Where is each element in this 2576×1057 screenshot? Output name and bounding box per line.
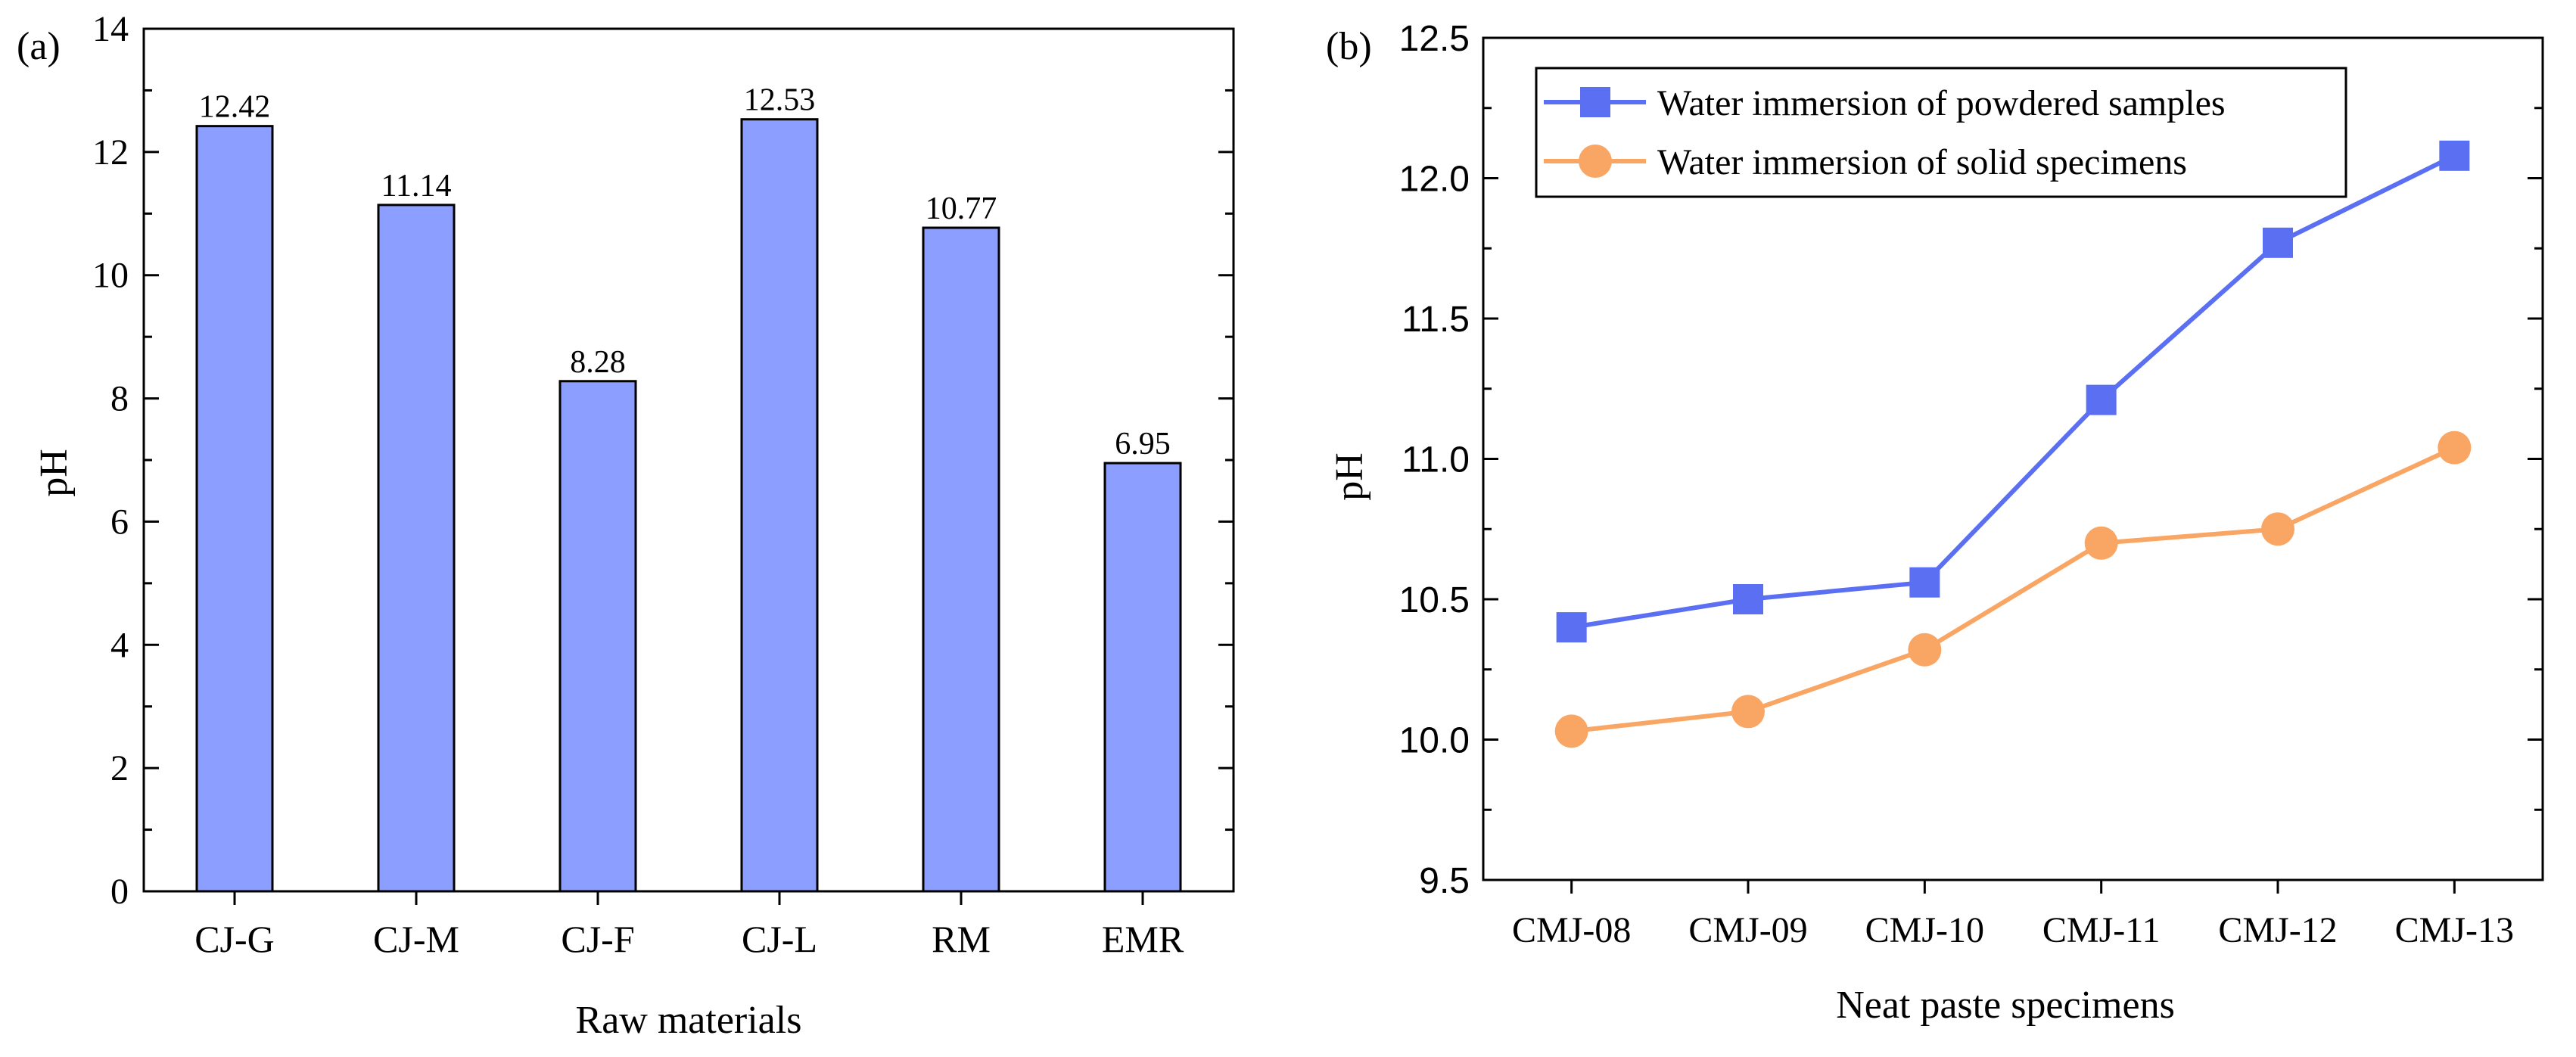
legend-entry-label: Water immersion of solid specimens: [1657, 142, 2187, 182]
y-tick-label: 12.0: [1399, 160, 1470, 200]
x-tick-label: CJ-L: [742, 918, 817, 960]
legend-circle-marker: [1579, 145, 1612, 178]
y-tick-label: 11.5: [1402, 300, 1470, 340]
panel-b-x-axis-title: Neat paste specimens: [1836, 984, 2175, 1027]
series-line-powdered: [1571, 154, 2456, 630]
bar-cj-m: [377, 204, 456, 893]
x-tick-label: CJ-F: [561, 918, 634, 960]
panel-b-y-axis-title: pH: [1328, 452, 1371, 501]
data-point-solid: [1554, 714, 1588, 748]
panel-b-label: (b): [1326, 25, 1372, 68]
data-point-solid: [2438, 431, 2472, 465]
x-tick-label: CJ-G: [194, 918, 275, 960]
legend-entry-label: Water immersion of powdered samples: [1657, 83, 2226, 123]
panel-a-x-axis-title: Raw materials: [576, 999, 802, 1042]
bar-value-label: 11.14: [381, 169, 452, 204]
x-tick-label: CMJ-08: [1512, 910, 1631, 950]
y-tick-label: 0: [110, 872, 129, 912]
data-point-solid: [2084, 526, 2118, 560]
y-tick-label: 10: [92, 256, 129, 296]
data-point-powdered: [1556, 612, 1587, 643]
panel-b-legend: Water immersion of powdered samples Water…: [1535, 67, 2347, 198]
y-tick-label: 10.5: [1399, 580, 1470, 620]
bar-rm: [922, 226, 1000, 893]
panel-a-axes: 0 2 4 6 8 10 12 14 CJ-G CJ-M CJ-F CJ-L RM EMR: [92, 9, 1235, 960]
panel-b-axes: 9.5 10.0 10.5 11.0 11.5 12.0 12.5 CMJ-08 CMJ-09 C…: [1399, 19, 2544, 950]
bar-value-label: 8.28: [570, 345, 626, 380]
bar-value-label: 10.77: [926, 191, 997, 226]
y-tick-label: 2: [110, 748, 129, 788]
panel-a-plot-frame: [142, 27, 1235, 893]
x-tick-label: CMJ-11: [2042, 910, 2161, 950]
panel-a-label: (a): [17, 25, 61, 68]
data-point-powdered: [2439, 140, 2470, 171]
x-tick-label: CJ-M: [373, 918, 459, 960]
bar-cj-g: [195, 125, 274, 893]
data-point-solid: [1908, 633, 1942, 667]
bar-value-label: 12.53: [744, 83, 816, 118]
panel-b-line-chart: (b) 9.5 10.0 10.5 11.0 11.5 12.0 12.5 CMJ-08 CMJ…: [1326, 19, 2544, 1027]
bar-emr: [1103, 462, 1182, 893]
x-tick-label: CMJ-13: [2395, 910, 2514, 950]
x-tick-label: EMR: [1102, 918, 1184, 960]
x-tick-label: CMJ-10: [1865, 910, 1984, 950]
data-point-solid: [2261, 512, 2294, 546]
y-tick-label: 12.5: [1399, 19, 1470, 59]
data-point-powdered: [2263, 227, 2293, 258]
y-tick-label: 11.0: [1402, 440, 1470, 480]
y-tick-label: 10.0: [1399, 721, 1470, 761]
y-tick-label: 8: [110, 379, 129, 419]
bar-value-label: 6.95: [1115, 427, 1171, 462]
y-tick-label: 12: [92, 132, 129, 173]
x-tick-label: RM: [932, 918, 991, 960]
panel-a-y-axis-title: pH: [33, 449, 76, 497]
panel-b-series: [1554, 140, 2472, 748]
panel-a-bars: 12.42 11.14 8.28 12.53 10.77 6.95: [195, 83, 1182, 893]
data-point-powdered: [1733, 584, 1763, 614]
legend-square-marker: [1580, 87, 1610, 117]
series-line-solid: [1571, 445, 2456, 734]
x-tick-label: CMJ-12: [2218, 910, 2337, 950]
panel-a-bar-chart: (a) 12.42 11.14 8.28 12.53 10.77 6.95 0 2 4 6 8 10…: [17, 9, 1235, 1042]
y-tick-label: 4: [110, 625, 129, 665]
bar-cj-l: [740, 118, 819, 893]
x-tick-label: CMJ-09: [1688, 910, 1807, 950]
y-tick-label: 6: [110, 502, 129, 542]
y-tick-label: 9.5: [1419, 861, 1470, 901]
bar-value-label: 12.42: [199, 90, 271, 125]
data-point-powdered: [1909, 567, 1940, 598]
y-tick-label: 14: [92, 9, 129, 49]
data-point-solid: [1731, 695, 1765, 729]
legend-box: [1535, 67, 2347, 198]
bar-cj-f: [558, 380, 637, 893]
data-point-powdered: [2086, 384, 2117, 415]
